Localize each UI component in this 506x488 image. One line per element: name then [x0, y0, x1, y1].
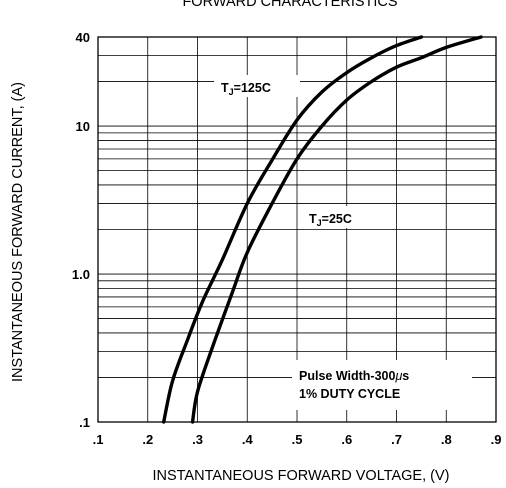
pulse-mu: μ	[394, 369, 402, 383]
x-tick-label: .8	[441, 432, 452, 447]
label-125-t: T	[221, 81, 229, 95]
y-tick-labels: 40 10 1.0 .1	[72, 30, 90, 430]
plot-grid	[98, 37, 496, 422]
label-tj-25: TJ=25C	[300, 206, 386, 228]
x-axis-label: INSTANTANEOUS FORWARD VOLTAGE, (V)	[152, 468, 449, 484]
label-25-t: T	[309, 212, 317, 226]
label-tj-125: TJ=125C	[214, 75, 300, 97]
x-tick-label: .9	[491, 432, 502, 447]
x-tick-label: .3	[192, 432, 203, 447]
y-tick-label: 40	[76, 30, 90, 45]
svg-text:TJ=125C: TJ=125C	[221, 81, 271, 97]
y-tick-label: 1.0	[72, 267, 90, 282]
label-125-unit: C	[262, 81, 271, 95]
label-25-sub: J	[317, 218, 322, 228]
x-tick-label: .2	[142, 432, 153, 447]
label-125-rest: =125	[234, 81, 262, 95]
y-axis-label: INSTANTANEOUS FORWARD CURRENT, (A)	[10, 82, 26, 382]
y-tick-label: .1	[79, 415, 90, 430]
series-line-tj-25	[190, 35, 483, 424]
pulse-annotation: Pulse Width-300μs 1% DUTY CYCLE	[292, 360, 472, 410]
x-tick-label: .1	[93, 432, 104, 447]
svg-text:Pulse Width-300μs: Pulse Width-300μs	[299, 369, 409, 383]
pulse-width-text: Pulse Width-300	[299, 369, 395, 383]
chart-title: FORWARD CHARACTERISTICS	[182, 0, 397, 10]
label-25-rest: =25	[322, 212, 343, 226]
label-125-sub: J	[229, 87, 234, 97]
plot-curves	[162, 35, 483, 424]
y-tick-label: 10	[76, 119, 90, 134]
pulse-s: s	[402, 369, 409, 383]
plot-frame	[97, 36, 497, 423]
duty-cycle-text: 1% DUTY CYCLE	[299, 387, 400, 401]
svg-text:TJ=25C: TJ=25C	[309, 212, 352, 228]
x-tick-label: .7	[391, 432, 402, 447]
x-tick-labels: .1 .2 .3 .4 .5 .6 .7 .8 .9	[93, 432, 502, 447]
series-line-tj-125	[162, 35, 424, 424]
x-tick-label: .4	[242, 432, 254, 447]
x-tick-label: .6	[341, 432, 352, 447]
label-25-unit: C	[343, 212, 352, 226]
x-tick-label: .5	[292, 432, 303, 447]
